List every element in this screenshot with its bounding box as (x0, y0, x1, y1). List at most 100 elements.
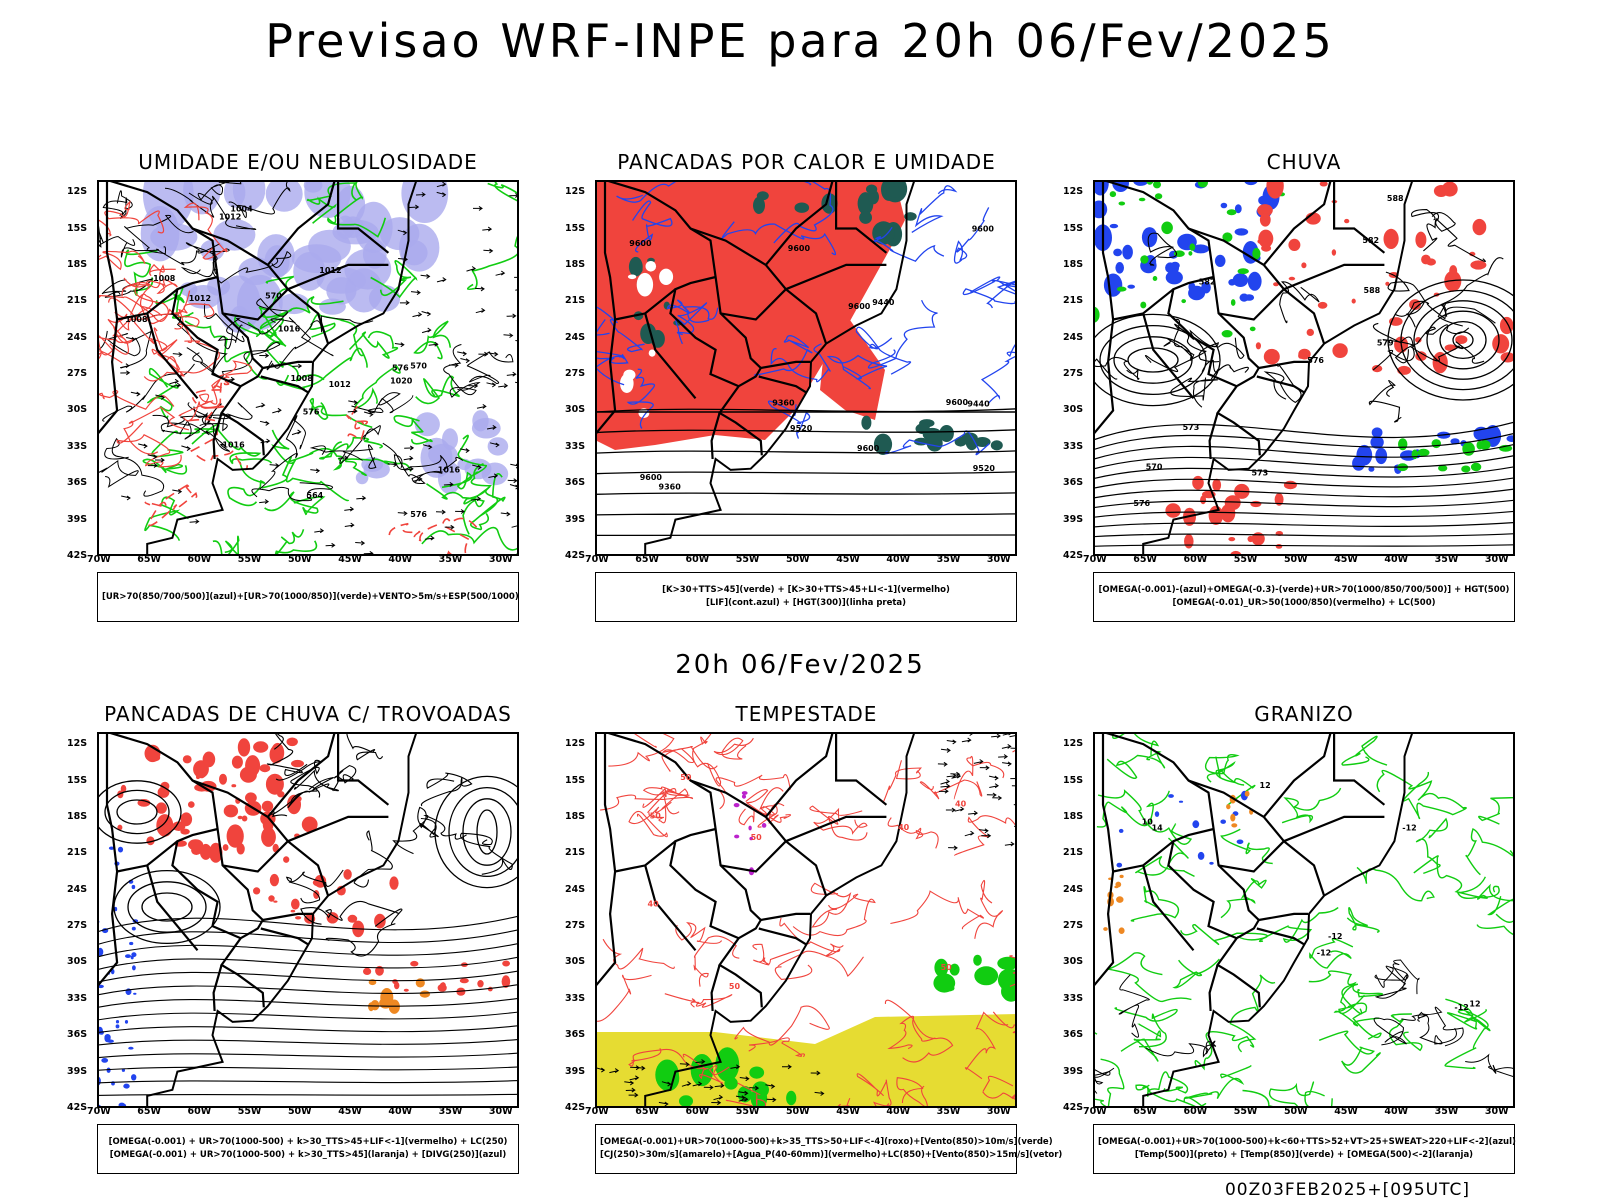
lat-tick-label: 18S (565, 810, 586, 822)
wind-vector (460, 448, 470, 454)
contour-line (1346, 907, 1380, 933)
border-line (1208, 412, 1219, 460)
lat-tick-label: 18S (565, 258, 586, 270)
contour-label: 9440 (872, 298, 895, 307)
wind-vector (635, 1065, 646, 1071)
wind-vector (466, 266, 477, 272)
contour-line (1120, 1023, 1162, 1062)
lon-tick-label: 45W (836, 1106, 860, 1117)
field-blob (1188, 285, 1206, 301)
lon-tick-label: 45W (836, 554, 860, 565)
wind-vector (483, 248, 494, 254)
field-blob (1470, 260, 1487, 270)
wind-vector (515, 289, 519, 291)
border-line (1218, 288, 1285, 321)
contour-line (970, 276, 1017, 296)
wind-vector (946, 773, 957, 779)
field-blob (866, 184, 878, 194)
contour-line (1096, 790, 1170, 828)
field-blob (1222, 232, 1233, 242)
contour-line (152, 313, 228, 373)
field-blob (241, 815, 248, 822)
streamline (97, 1080, 519, 1084)
field-blob (1212, 478, 1222, 492)
field-blob (1332, 343, 1348, 358)
border-line (260, 375, 309, 394)
field-blob (1103, 273, 1123, 297)
field-blob (188, 801, 195, 808)
border-line (1333, 180, 1386, 254)
contour-line (144, 482, 198, 527)
contour-line (1338, 994, 1382, 1040)
streamline (1093, 499, 1515, 509)
map-pancadas-calor: 9600 9600 9600 9600 9600 9600 9600 9520 9520 9440… (595, 180, 1017, 556)
border-line (1262, 732, 1332, 818)
contour-line (104, 437, 165, 497)
lon-tick-label: 55W (237, 554, 262, 565)
streamline (595, 408, 1017, 413)
contour-label: 576 (303, 408, 320, 417)
lon-tick-label: 50W (785, 1106, 810, 1117)
lat-tick-label: 24S (67, 883, 88, 895)
lat-tick-label: 12S (1063, 186, 1084, 198)
lon-tick-label: 55W (1233, 554, 1258, 565)
field-blob (1228, 279, 1236, 286)
field-blob (1154, 193, 1163, 200)
field-blob (734, 834, 740, 839)
field-blob (261, 800, 274, 812)
contour-line (1309, 938, 1354, 969)
legend-line: [OMEGA(-0.001) + UR>70(1000-500) + k>30_… (109, 1150, 507, 1160)
field-blob (1415, 231, 1427, 248)
wind-vector (714, 1083, 725, 1089)
lat-tick-label: 18S (1063, 258, 1084, 270)
wind-vector (703, 1085, 714, 1090)
lon-tick-label: 30W (1484, 1106, 1509, 1117)
wind-vector (121, 495, 131, 501)
lat-tick-label: 21S (565, 847, 586, 859)
contour-line (445, 526, 471, 556)
field-blob (748, 825, 752, 831)
contour-line (201, 402, 253, 432)
field-blob (1181, 299, 1186, 304)
field-blob (236, 843, 245, 855)
field-blob (1140, 301, 1147, 309)
field-blob (1188, 251, 1193, 256)
contour-line (1465, 828, 1515, 876)
contour-line (1318, 1030, 1381, 1074)
field-blob (1224, 495, 1241, 511)
contour-line (980, 341, 1017, 404)
lat-tick-label: 36S (1063, 1029, 1084, 1041)
contour-line (626, 368, 656, 429)
border-line (644, 865, 697, 952)
field-blob (202, 751, 216, 768)
field-blob (1411, 449, 1418, 460)
contour-line (130, 293, 168, 352)
contour-line (309, 444, 377, 469)
lat-tick-label: 39S (67, 1065, 88, 1077)
contour-line (97, 349, 123, 364)
wind-vector (169, 378, 180, 385)
wind-vector (310, 468, 321, 474)
contour-label: 12 (1260, 781, 1271, 790)
lon-tick-label: 50W (1283, 1106, 1308, 1117)
wind-vector (998, 754, 1009, 760)
contour-line (831, 1097, 851, 1108)
field-blob (1492, 334, 1510, 354)
mid-forecast-time: 20h 06/Fev/2025 (675, 650, 925, 680)
border-line (262, 912, 312, 922)
wind-vector (444, 524, 455, 530)
wind-vector (448, 362, 459, 368)
field-blob (380, 988, 394, 1008)
field-blob (1371, 427, 1383, 438)
wind-vector (711, 1100, 722, 1106)
field-blob (1209, 861, 1214, 865)
contour-label: 1008 (125, 315, 148, 324)
field-blob (873, 433, 893, 455)
contour-line (413, 320, 452, 360)
coastline (644, 180, 916, 556)
border-line (1093, 871, 1115, 988)
field-blob (295, 916, 302, 920)
contour-label: 576 (1133, 499, 1150, 508)
streamline (1093, 521, 1515, 528)
field-blob (286, 737, 298, 747)
